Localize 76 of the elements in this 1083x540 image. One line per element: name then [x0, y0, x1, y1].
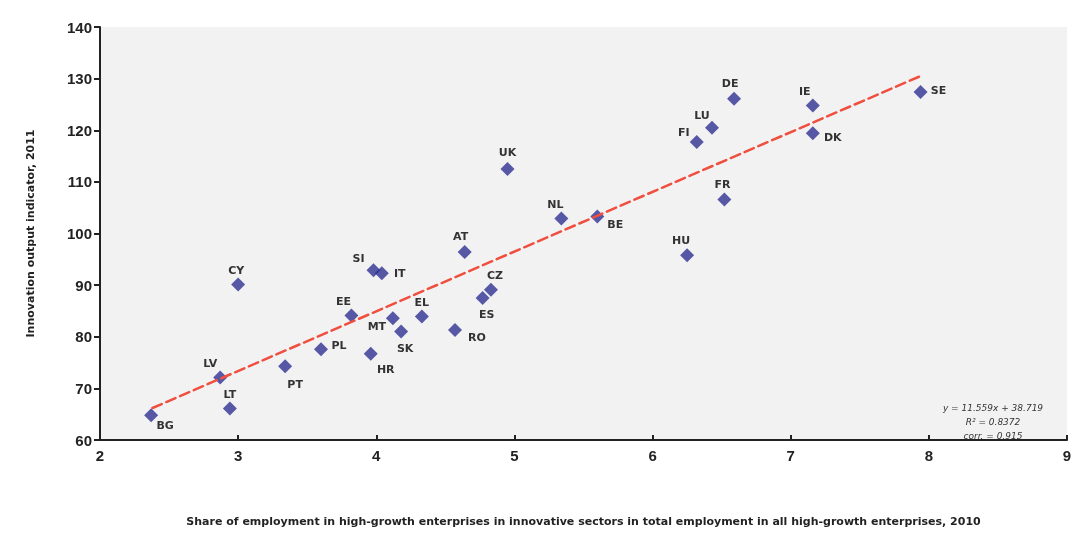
y-tick-label: 80 [75, 328, 92, 346]
y-axis-title: Innovation output indicator, 2011 [24, 129, 37, 338]
point [717, 192, 732, 207]
y-tick-label: 120 [66, 121, 92, 139]
annotation: PL [331, 338, 347, 352]
annotation: HU [672, 233, 691, 247]
x-tick-label: 8 [924, 447, 934, 464]
y-tick-label: 70 [75, 379, 92, 397]
point [554, 211, 569, 226]
annotation: NL [547, 198, 564, 212]
annotation: DK [823, 130, 843, 144]
annotation: SI [352, 251, 365, 265]
point [475, 291, 490, 306]
annotation: BE [607, 217, 624, 231]
x-tick-label: 5 [510, 447, 519, 464]
annotation: EE [335, 295, 351, 309]
x-tick-label: 7 [786, 447, 795, 464]
annotation: SK [396, 342, 414, 356]
annotation: EL [414, 296, 430, 310]
point [414, 309, 429, 324]
point [374, 266, 389, 281]
y-tick-label: 60 [75, 431, 92, 449]
point [483, 282, 498, 297]
annotation: LV [203, 357, 218, 371]
point [314, 342, 329, 357]
annotation: MT [367, 319, 387, 333]
annotation: FI [677, 125, 690, 139]
y-tick-label: 110 [67, 173, 92, 191]
annotation: HR [376, 363, 396, 377]
y-tick-label: 90 [75, 276, 92, 294]
point [385, 311, 400, 326]
annotation: ES [478, 307, 495, 321]
point [448, 323, 463, 338]
annotation: IE [799, 84, 811, 98]
annotation: LT [223, 388, 237, 402]
y-tick-label: 130 [66, 70, 92, 88]
annotation: R² = 0.8372 [965, 417, 1021, 427]
annotation: IT [394, 266, 407, 280]
point [500, 161, 515, 176]
x-axis-title: Share of employment in high-growth enterprises in innovative sectors in total employment in all high-growth enterprises, 2010 [186, 515, 982, 528]
point [363, 346, 378, 361]
x-tick-label: 2 [95, 447, 105, 464]
annotation: DE [721, 77, 739, 91]
annotation: CZ [486, 269, 503, 283]
point [222, 401, 237, 416]
annotation: SE [930, 83, 947, 97]
annotation: CY [228, 264, 246, 278]
annotation: PT [287, 377, 304, 391]
point [704, 120, 719, 135]
point [727, 91, 742, 106]
annotation: AT [453, 229, 469, 243]
point [144, 408, 159, 423]
annotation: LU [694, 109, 710, 123]
point [680, 248, 695, 263]
point [394, 324, 409, 339]
x-tick-label: 9 [1062, 447, 1072, 464]
point [913, 85, 928, 100]
point [366, 263, 381, 278]
annotation: BG [156, 418, 174, 432]
point [457, 245, 472, 260]
point [278, 359, 293, 374]
y-tick-label: 140 [66, 18, 92, 36]
annotation: corr. = 0.915 [963, 431, 1023, 441]
point [805, 98, 820, 113]
annotation: y = 11.559x + 38.719 [941, 403, 1044, 413]
annotation: RO [468, 330, 486, 344]
x-tick-label: 4 [372, 447, 382, 464]
x-tick-label: 3 [233, 447, 243, 464]
point [689, 135, 704, 150]
annotation: UK [498, 146, 517, 160]
y-tick-label: 100 [66, 225, 92, 242]
x-tick-label: 6 [648, 447, 657, 464]
point [231, 277, 246, 292]
point [805, 126, 820, 141]
point [344, 308, 359, 323]
annotation: FR [714, 177, 731, 191]
